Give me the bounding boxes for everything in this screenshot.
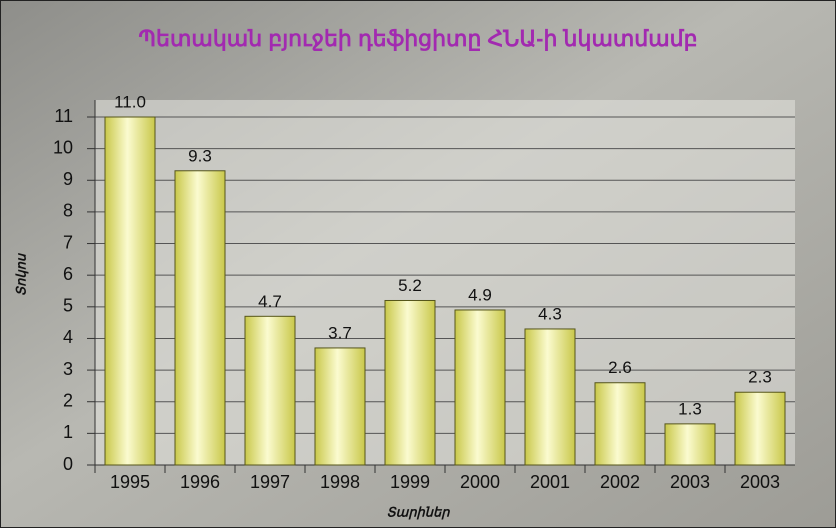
x-tick-label: 2003 <box>670 472 710 492</box>
bar <box>664 423 716 466</box>
bar <box>734 391 786 466</box>
data-label: 4.7 <box>258 292 282 311</box>
x-tick-label: 1998 <box>320 472 360 492</box>
y-tick-label: 6 <box>63 264 73 284</box>
bar <box>524 328 576 466</box>
y-tick-label: 9 <box>63 169 73 189</box>
x-tick-label: 1995 <box>110 472 150 492</box>
x-tick-label: 2000 <box>460 472 500 492</box>
x-tick-label: 2002 <box>600 472 640 492</box>
data-label: 4.9 <box>468 285 492 304</box>
chart-title: Պետական բյուջեի դեֆիցիտը ՀՆԱ-ի նկատմամբ <box>138 26 697 52</box>
data-label: 1.3 <box>678 399 702 418</box>
x-tick-label: 2003 <box>740 472 780 492</box>
bar <box>454 309 506 466</box>
y-tick-label: 8 <box>63 201 73 221</box>
bar <box>594 382 646 466</box>
bar <box>314 347 366 466</box>
x-tick-label: 1997 <box>250 472 290 492</box>
y-tick-label: 11 <box>54 106 73 126</box>
data-label: 9.3 <box>188 146 212 165</box>
y-tick-label: 7 <box>63 232 73 252</box>
x-tick-label: 1996 <box>180 472 220 492</box>
y-tick-label: 2 <box>63 390 73 410</box>
y-tick-label: 5 <box>63 296 73 316</box>
y-tick-label: 10 <box>53 137 73 157</box>
y-tick-label: 1 <box>63 422 73 442</box>
data-label: 4.3 <box>538 304 562 323</box>
y-tick-label: 4 <box>63 327 73 347</box>
data-label: 5.2 <box>398 276 422 295</box>
x-tick-label: 2001 <box>530 472 570 492</box>
x-axis-label: Տարիներ <box>386 504 450 519</box>
bar <box>174 170 226 466</box>
x-tick-label: 1999 <box>390 472 430 492</box>
bar <box>384 299 436 466</box>
data-label: 3.7 <box>328 323 352 342</box>
y-axis-label: Տոկոս <box>13 252 28 296</box>
data-label: 11.0 <box>114 92 146 111</box>
data-label: 2.6 <box>608 358 632 377</box>
bar <box>244 315 296 466</box>
data-label: 2.3 <box>748 368 772 387</box>
y-tick-label: 0 <box>63 454 73 474</box>
bar <box>104 116 156 466</box>
y-tick-label: 3 <box>63 359 73 379</box>
